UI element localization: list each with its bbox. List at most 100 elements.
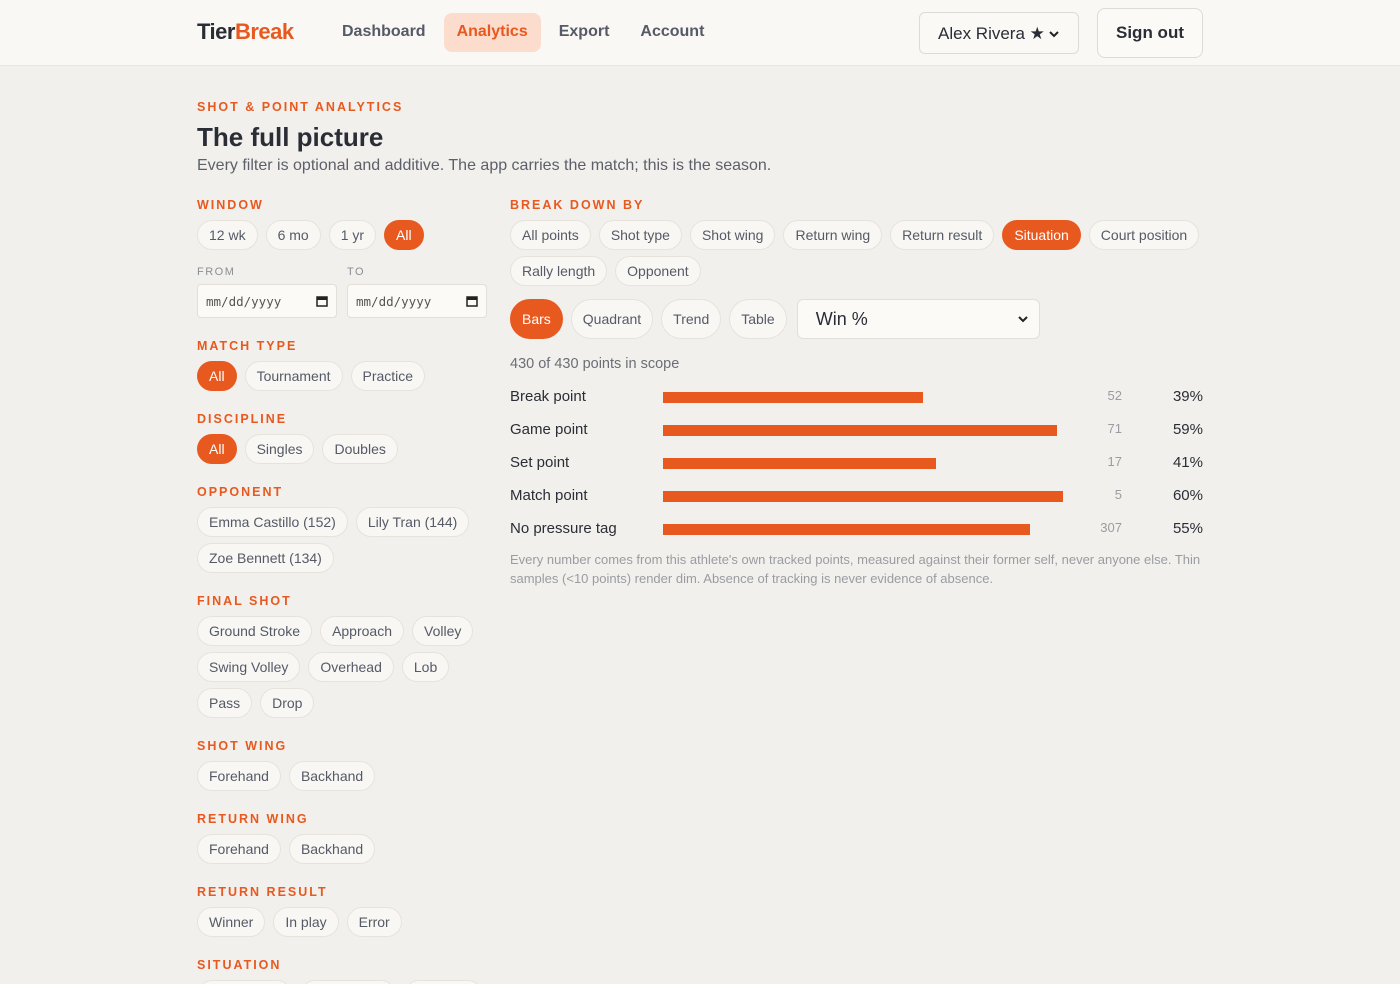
chip[interactable]: All xyxy=(197,434,237,464)
intro: SHOT & POINT ANALYTICS The full picture … xyxy=(197,99,771,175)
chip[interactable]: Return result xyxy=(890,220,995,250)
chip[interactable]: Swing Volley xyxy=(197,652,301,682)
chip[interactable]: Opponent xyxy=(615,256,701,286)
subtitle: Every filter is optional and additive. T… xyxy=(197,157,772,174)
user-select[interactable]: Alex Rivera ★ xyxy=(919,12,1079,54)
row-label: Game point xyxy=(510,421,588,438)
brand[interactable]: TierBreak xyxy=(197,19,294,45)
bar-row: Break point 52 39% xyxy=(510,380,1203,413)
sample-size: 17 xyxy=(1107,454,1122,469)
filter-label: RETURN WING xyxy=(197,812,309,826)
row-label: No pressure tag xyxy=(510,520,617,537)
date-range: FROM mm/dd/yyyy TO mm/dd/yyyy xyxy=(197,266,492,318)
chip[interactable]: Shot wing xyxy=(689,220,776,250)
row-label: Set point xyxy=(510,454,570,471)
view-chip[interactable]: Bars xyxy=(510,299,563,339)
brand-b: Break xyxy=(234,19,294,44)
filter-chips: Forehand Backhand xyxy=(197,834,492,864)
date-placeholder: mm/dd/yyyy xyxy=(356,293,432,309)
value-label: 55% xyxy=(1172,520,1203,537)
chip[interactable]: Set point xyxy=(404,980,484,984)
sample-size: 307 xyxy=(1100,520,1122,535)
filters: WINDOW 12 wk 6 mo 1 yr All FROM mm/dd/yyyy TO mm… xyxy=(197,197,492,984)
nav-link[interactable]: Dashboard xyxy=(342,23,426,40)
eyebrow: SHOT & POINT ANALYTICS xyxy=(197,100,404,114)
value-label: 39% xyxy=(1172,388,1203,405)
caret xyxy=(1017,316,1028,323)
chip[interactable]: Winner xyxy=(197,907,266,937)
view-chip[interactable]: Trend xyxy=(661,299,722,339)
chip[interactable]: Doubles xyxy=(322,434,398,464)
bar-row: Match point 5 60% xyxy=(510,479,1203,512)
calendar-icon xyxy=(316,296,328,307)
chip[interactable]: Return wing xyxy=(783,220,883,250)
date-label: FROM xyxy=(197,266,236,278)
sign-out[interactable]: Sign out xyxy=(1097,8,1203,58)
nav-link[interactable]: Analytics xyxy=(443,13,541,52)
row-label: Break point xyxy=(510,388,586,405)
chip[interactable]: 1 yr xyxy=(328,220,377,250)
chip[interactable]: Ground Stroke xyxy=(197,616,313,646)
filter-group: SHOT WING Forehand Backhand xyxy=(197,738,492,791)
calendar-icon xyxy=(466,296,478,307)
chip[interactable]: 12 wk xyxy=(197,220,258,250)
filter-chips: Forehand Backhand xyxy=(197,761,492,791)
bar xyxy=(663,458,937,469)
date-placeholder: mm/dd/yyyy xyxy=(206,293,282,309)
chip[interactable]: Forehand xyxy=(197,761,281,791)
nav-link[interactable]: Account xyxy=(640,23,705,40)
date-input[interactable]: mm/dd/yyyy xyxy=(347,284,487,318)
filter-label: OPPONENT xyxy=(197,485,284,499)
view-chip[interactable]: Table xyxy=(729,299,787,339)
chip[interactable]: Backhand xyxy=(288,834,376,864)
filter-label: RETURN RESULT xyxy=(197,885,328,899)
chip[interactable]: All xyxy=(384,220,424,250)
chip[interactable]: Singles xyxy=(244,434,315,464)
bar xyxy=(663,425,1057,436)
chip[interactable]: All xyxy=(197,361,237,391)
filter-chips: Winner In play Error xyxy=(197,907,492,937)
nav-link[interactable]: Export xyxy=(558,23,610,40)
chip[interactable]: Volley xyxy=(412,616,474,646)
chip[interactable]: Situation xyxy=(1002,220,1081,250)
chip[interactable]: Lob xyxy=(401,652,450,682)
chip[interactable]: All points xyxy=(510,220,591,250)
filter-group: RETURN WING Forehand Backhand xyxy=(197,811,492,864)
bar-row: Game point 71 59% xyxy=(510,413,1203,446)
chip[interactable]: Practice xyxy=(350,361,426,391)
chip[interactable]: In play xyxy=(273,907,339,937)
filter-chips: All Singles Doubles xyxy=(197,434,492,464)
chip[interactable]: Court position xyxy=(1088,220,1200,250)
bar xyxy=(663,392,924,403)
bar xyxy=(663,491,1064,502)
sample-size: 5 xyxy=(1114,487,1122,502)
chip[interactable]: Approach xyxy=(320,616,404,646)
view-chip[interactable]: Quadrant xyxy=(570,299,654,339)
chip[interactable]: Rally length xyxy=(510,256,608,286)
chip[interactable]: Zoe Bennett (134) xyxy=(197,543,334,573)
chip[interactable]: Error xyxy=(346,907,402,937)
chip[interactable]: Game point xyxy=(299,980,397,984)
filter-label: FINAL SHOT xyxy=(197,594,292,608)
chip[interactable]: Backhand xyxy=(288,761,376,791)
row-label: Match point xyxy=(510,487,588,504)
chip[interactable]: Drop xyxy=(260,688,315,718)
breakdown-chips: All points Shot type Shot wing Return wing R… xyxy=(510,220,1203,286)
chip[interactable]: Break point xyxy=(197,980,292,984)
chip[interactable]: Overhead xyxy=(308,652,394,682)
chip[interactable]: Pass xyxy=(197,688,253,718)
chip[interactable]: Tournament xyxy=(244,361,343,391)
chip[interactable]: Shot type xyxy=(598,220,682,250)
chip[interactable]: Emma Castillo (152) xyxy=(197,507,348,537)
chip[interactable]: Forehand xyxy=(197,834,281,864)
view-switch: Bars Quadrant Trend Table Win % xyxy=(510,299,1203,339)
title: The full picture xyxy=(197,122,384,152)
breakdown: BREAK DOWN BY All points Shot type Shot win… xyxy=(510,197,1203,588)
metric-select[interactable]: Win % xyxy=(796,299,1040,339)
filter-group: RETURN RESULT Winner In play Error xyxy=(197,884,492,937)
date-input[interactable]: mm/dd/yyyy xyxy=(197,284,337,318)
chip[interactable]: Lily Tran (144) xyxy=(355,507,470,537)
bar-rows: Break point 52 39% Game point 71 59% Set point… xyxy=(510,380,1203,550)
chip[interactable]: 6 mo xyxy=(265,220,321,250)
